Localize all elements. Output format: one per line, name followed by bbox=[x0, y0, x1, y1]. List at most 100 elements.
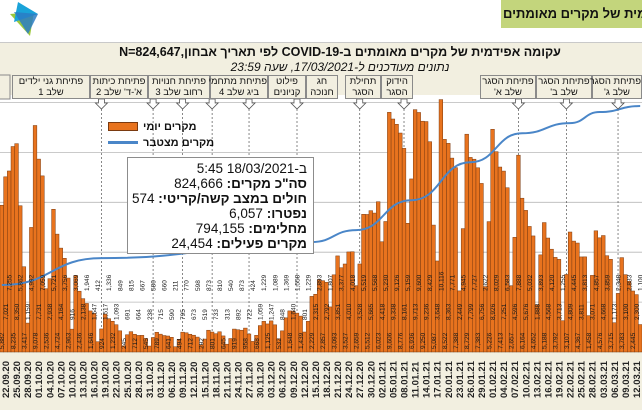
x-tick-label: 05.01.21 bbox=[388, 360, 399, 398]
bar-value-label: 7,255 bbox=[7, 274, 14, 291]
bar-value-label: 292 bbox=[198, 338, 205, 349]
bar-value-label: 3,069 bbox=[73, 274, 80, 291]
bar-value-label: 9,126 bbox=[394, 274, 401, 291]
bar-value-label: 873 bbox=[206, 280, 213, 291]
daily-cases-bar bbox=[634, 294, 639, 353]
x-tick-label: 06.03.21 bbox=[610, 360, 621, 398]
bar-value-label: 519 bbox=[202, 309, 209, 320]
x-tick-label: 22.02.21 bbox=[566, 360, 577, 398]
tooltip-row-total: סה"כ מקרים: 824,666 bbox=[174, 176, 307, 191]
x-tick-label: 21.12.20 bbox=[333, 361, 344, 398]
daily-cases-bar bbox=[272, 324, 277, 353]
x-tick-label: 09.12.20 bbox=[289, 361, 300, 398]
bar-value-label: 9,078 bbox=[32, 332, 39, 349]
bar-value-label: 3,377 bbox=[339, 274, 346, 291]
bar-value-label: 5,188 bbox=[542, 332, 549, 349]
x-tick-label: 25.09.20 bbox=[12, 361, 23, 398]
bar-value-label: 4,668 bbox=[601, 303, 608, 320]
down-arrow-icon bbox=[205, 98, 220, 110]
event-annotation-text: פתיחת הסגר bbox=[538, 76, 590, 87]
bar-value-label: 691 bbox=[125, 309, 132, 320]
x-tick-label: 22.09.20 bbox=[1, 361, 12, 398]
event-annotation-box: פילוט קניונים bbox=[268, 75, 306, 99]
bar-value-label: 1,547 bbox=[91, 303, 98, 320]
x-tick-label: 04.10.20 bbox=[45, 361, 56, 398]
down-arrow-icon bbox=[242, 98, 256, 110]
bar-value-label: 1,646 bbox=[88, 332, 95, 349]
bar-value-label: 849 bbox=[117, 280, 124, 291]
bar-value-label: 7,383 bbox=[475, 332, 482, 349]
bar-value-label: 3,783 bbox=[619, 332, 626, 349]
bar-value-label: 2,315 bbox=[313, 303, 320, 320]
bar-value-label: 7,799 bbox=[468, 303, 475, 320]
x-tick-label: 23.01.21 bbox=[455, 360, 466, 398]
x-tick-label: 25.02.21 bbox=[577, 360, 588, 398]
bar-value-label: 4,010 bbox=[346, 303, 353, 320]
bar-value-label: 1,093 bbox=[114, 303, 121, 320]
bar-value-label: 211 bbox=[173, 280, 180, 291]
bar-value-label: 4,568 bbox=[545, 303, 552, 320]
daily-cases-bar bbox=[516, 154, 521, 353]
event-annotation-text: א'-ד' שלב 2 bbox=[95, 87, 143, 98]
event-annotation-text: פתיחת מתחמי bbox=[208, 76, 267, 87]
bar-value-label: 7,413 bbox=[497, 332, 504, 349]
bar-value-label: 6,756 bbox=[479, 303, 486, 320]
bar-value-label: 1,439 bbox=[298, 332, 305, 349]
bar-value-label: 3,417 bbox=[21, 332, 28, 349]
down-arrow-icon bbox=[290, 98, 304, 110]
x-tick-label: 27.11.20 bbox=[245, 362, 256, 398]
x-tick-label: 16.02.21 bbox=[543, 360, 554, 398]
bar-value-label: 5,519 bbox=[361, 274, 368, 291]
bar-value-label: 4,992 bbox=[29, 274, 36, 291]
x-tick-label: 26.01.21 bbox=[466, 360, 477, 398]
tooltip-row-active: מקרים פעילים: 24,454 bbox=[171, 236, 307, 251]
legend-cumulative-label: מקרים מצטבר bbox=[143, 136, 215, 149]
bar-value-label: 238 bbox=[147, 309, 154, 320]
bar-value-label: 5,087 bbox=[431, 332, 438, 349]
bar-value-label: 9,713 bbox=[412, 303, 419, 320]
bar-value-label: 9,250 bbox=[420, 332, 427, 349]
x-tick-label: 08.01.21 bbox=[400, 360, 411, 398]
bar-value-label: 4,445 bbox=[571, 274, 578, 291]
daily-cases-bar bbox=[117, 330, 122, 353]
daily-cases-bar bbox=[169, 337, 174, 353]
bar-value-label: 5,568 bbox=[372, 274, 379, 291]
bar-value-label: 245 bbox=[121, 338, 128, 349]
down-arrow-icon bbox=[397, 98, 411, 110]
bar-value-label: 1,232 bbox=[110, 332, 117, 349]
bar-value-label: 9,338 bbox=[390, 303, 397, 320]
bar-value-label: 8,776 bbox=[398, 332, 405, 349]
bar-value-label: 2,348 bbox=[615, 274, 622, 291]
bar-value-label: 668 bbox=[254, 338, 261, 349]
x-tick-label: 03.03.21 bbox=[599, 360, 610, 398]
bar-value-label: 3,107 bbox=[564, 332, 571, 349]
x-tick-label: 16.10.20 bbox=[90, 361, 101, 398]
bar-value-label: 545 bbox=[143, 338, 150, 349]
bar-value-label: 3,813 bbox=[582, 274, 589, 291]
bar-value-label: 1,946 bbox=[84, 274, 91, 291]
bar-value-label: 9,606 bbox=[387, 332, 394, 349]
bar-value-label: 892 bbox=[235, 309, 242, 320]
page-banner-text: מית של מקרים מאומתים bbox=[503, 6, 642, 21]
x-tick-label: 11.01.21 bbox=[411, 361, 422, 398]
bar-value-label: 848 bbox=[280, 309, 287, 320]
bar-value-label: 1,558 bbox=[294, 274, 301, 291]
event-annotation-box: פתיחת מתחמי ביג שלב 4 bbox=[208, 75, 268, 99]
bar-value-label: 7,059 bbox=[40, 274, 47, 291]
event-annotation-text: פתיחת גני ילדים bbox=[18, 76, 84, 87]
bar-value-label: 4,596 bbox=[512, 303, 519, 320]
bar-value-label: 6,936 bbox=[409, 332, 416, 349]
event-annotation-box: תחילת הסגר bbox=[345, 75, 381, 99]
bar-value-label: 8,363 bbox=[446, 303, 453, 320]
x-tick-label: 12.11.20 bbox=[189, 362, 200, 398]
bar-value-label: 4,652 bbox=[531, 332, 538, 349]
page-banner: מית של מקרים מאומתים bbox=[501, 0, 642, 28]
bar-value-label: 5,676 bbox=[523, 303, 530, 320]
x-tick-label: 24.12.20 bbox=[344, 361, 355, 398]
bar-value-label: 494 bbox=[176, 338, 183, 349]
bar-value-label: 715 bbox=[158, 309, 165, 320]
daily-cases-bar bbox=[0, 204, 4, 353]
tooltip-row-recovered: מחלימים: 794,155 bbox=[195, 221, 307, 236]
down-arrow-icon bbox=[559, 98, 574, 110]
bar-value-label: 5,882 bbox=[0, 332, 6, 349]
